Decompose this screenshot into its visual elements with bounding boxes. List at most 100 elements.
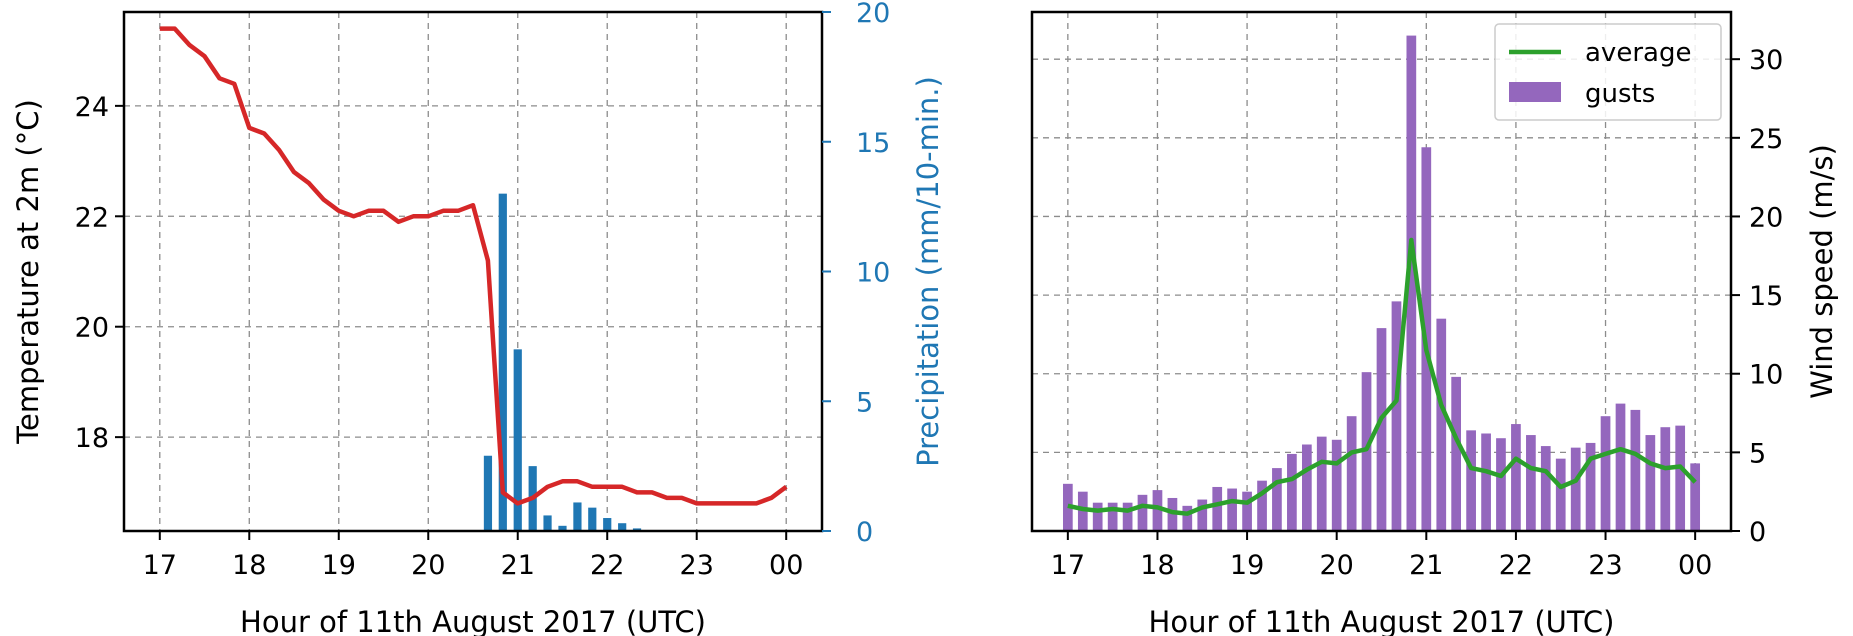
right-y-tick-label: 5 bbox=[856, 387, 873, 418]
left-x-tick-label: 00 bbox=[769, 550, 803, 581]
temperature-series bbox=[159, 26, 788, 506]
precipitation-bar bbox=[632, 528, 642, 531]
left-y-tick-label: 18 bbox=[75, 423, 109, 454]
left-grid bbox=[124, 12, 822, 531]
wind-x-tick-label: 21 bbox=[1409, 550, 1443, 581]
gust-bar bbox=[1137, 494, 1148, 531]
average-wind-series bbox=[1067, 237, 1697, 516]
legend: average gusts bbox=[1494, 23, 1722, 121]
left-y-tick-label: 20 bbox=[75, 313, 109, 344]
gust-bar bbox=[1391, 301, 1402, 531]
gust-bar bbox=[1615, 403, 1626, 531]
gust-bar bbox=[1077, 491, 1088, 531]
left-y-axis-label: Temperature at 2m (°C) bbox=[11, 99, 45, 445]
temperature-precipitation-panel: 17 18 19 20 21 22 23 00 18 20 22 24 0 5 10 15 20 Hour of… bbox=[11, 0, 945, 636]
wind-x-tick-label: 19 bbox=[1230, 550, 1264, 581]
wind-x-tick-label: 22 bbox=[1499, 550, 1533, 581]
wind-y-tick-label: 30 bbox=[1749, 45, 1783, 76]
gust-bar bbox=[1675, 425, 1686, 531]
gust-bar bbox=[1167, 497, 1178, 531]
gust-bar bbox=[1227, 488, 1237, 531]
wind-x-tick-label: 23 bbox=[1588, 550, 1622, 581]
left-x-tick-label: 23 bbox=[680, 550, 714, 581]
gust-bar bbox=[1242, 491, 1252, 531]
precipitation-bar bbox=[543, 515, 552, 531]
wind-y-tick-label: 10 bbox=[1749, 360, 1783, 391]
right-y-axis-label: Precipitation (mm/10-min.) bbox=[911, 76, 945, 467]
gust-bar bbox=[1257, 480, 1267, 531]
left-x-axis-label: Hour of 11th August 2017 (UTC) bbox=[240, 605, 706, 636]
gust-bar bbox=[1107, 502, 1118, 531]
gust-bar bbox=[1660, 427, 1671, 531]
gust-bar bbox=[1361, 372, 1372, 531]
precipitation-bar bbox=[603, 518, 612, 531]
gust-bar bbox=[1287, 453, 1297, 531]
gust-bar bbox=[1436, 318, 1447, 531]
gust-bar bbox=[1630, 409, 1641, 531]
wind-y-tick-label: 0 bbox=[1749, 517, 1766, 548]
wind-y-tick-label: 25 bbox=[1749, 124, 1783, 155]
right-y-tick-label: 10 bbox=[856, 258, 890, 289]
gust-bar bbox=[1197, 499, 1208, 531]
gust-bar bbox=[1585, 442, 1596, 531]
gust-bar bbox=[1152, 490, 1163, 531]
wind-x-axis-label: Hour of 11th August 2017 (UTC) bbox=[1149, 605, 1615, 636]
right-y-tick-label: 20 bbox=[856, 0, 890, 29]
gust-bar bbox=[1496, 438, 1506, 531]
gust-bar bbox=[1481, 433, 1491, 531]
right-y-tick-label: 0 bbox=[856, 517, 873, 548]
wind-y-tick-label: 15 bbox=[1749, 281, 1783, 312]
average-wind-line bbox=[1067, 237, 1697, 516]
precipitation-bar bbox=[618, 523, 627, 531]
gust-bar bbox=[1092, 502, 1103, 531]
gust-bar bbox=[1600, 416, 1611, 531]
wind-x-tick-label: 18 bbox=[1140, 550, 1174, 581]
left-x-tick-label: 19 bbox=[322, 550, 356, 581]
left-x-tick-label: 22 bbox=[590, 550, 624, 581]
gust-bar bbox=[1540, 446, 1551, 531]
gust-bar bbox=[1272, 468, 1282, 531]
left-x-tick-label: 17 bbox=[143, 550, 177, 581]
left-plot-frame bbox=[122, 10, 824, 533]
left-ticks: 17 18 19 20 21 22 23 00 18 20 22 24 0 5 10 15 20 bbox=[75, 0, 891, 581]
precipitation-bar bbox=[483, 455, 493, 531]
wind-y-tick-label: 20 bbox=[1749, 202, 1783, 233]
left-x-tick-label: 21 bbox=[501, 550, 535, 581]
gust-bar bbox=[1301, 444, 1312, 531]
wind-x-tick-label: 00 bbox=[1678, 550, 1712, 581]
gust-bar bbox=[1526, 435, 1536, 531]
legend-average-label: average bbox=[1585, 38, 1691, 68]
gust-bar bbox=[1466, 430, 1476, 531]
gust-bar bbox=[1690, 463, 1701, 531]
gust-bar bbox=[1346, 416, 1357, 531]
wind-y-tick-label: 5 bbox=[1749, 438, 1766, 469]
gust-bar bbox=[1511, 424, 1521, 531]
left-y-tick-label: 24 bbox=[75, 92, 109, 123]
precipitation-bar bbox=[588, 507, 597, 531]
gust-bar bbox=[1331, 439, 1342, 531]
gust-bar bbox=[1451, 376, 1462, 531]
gust-bar bbox=[1406, 35, 1417, 531]
gust-bar bbox=[1212, 486, 1223, 531]
gust-bar bbox=[1182, 505, 1193, 531]
wind-x-tick-label: 20 bbox=[1320, 550, 1354, 581]
precipitation-bar bbox=[498, 193, 507, 531]
right-plot-frame bbox=[1030, 10, 1733, 533]
wind-x-tick-label: 17 bbox=[1051, 550, 1085, 581]
left-y-tick-label: 22 bbox=[75, 202, 109, 233]
legend-gusts-swatch bbox=[1509, 82, 1561, 102]
gust-bar bbox=[1376, 328, 1387, 531]
temperature-line bbox=[159, 26, 788, 506]
precipitation-bar bbox=[573, 502, 582, 531]
precipitation-bar bbox=[513, 349, 522, 531]
right-y-tick-label: 15 bbox=[856, 128, 890, 159]
gust-bar bbox=[1122, 502, 1133, 531]
gust-bar bbox=[1645, 435, 1656, 531]
wind-y-axis-label: Wind speed (m/s) bbox=[1805, 144, 1839, 399]
gust-bar bbox=[1570, 447, 1581, 531]
precipitation-bar bbox=[558, 525, 567, 531]
legend-gusts-label: gusts bbox=[1585, 79, 1655, 109]
